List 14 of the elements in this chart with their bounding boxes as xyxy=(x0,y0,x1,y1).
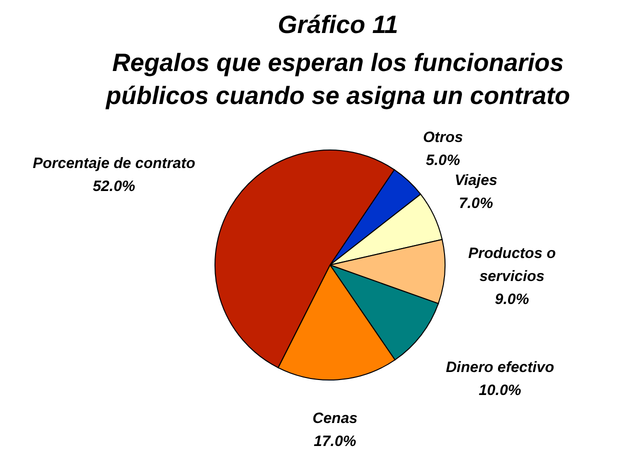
data-label: 7.0% xyxy=(458,195,494,212)
data-label: 10.0% xyxy=(478,382,522,399)
slice-label: Cenas xyxy=(312,410,358,427)
slice-label: Productos o servicios xyxy=(468,245,556,285)
data-label: 17.0% xyxy=(314,433,356,450)
slice-label: Viajes xyxy=(454,172,498,189)
data-label: 52.0% xyxy=(92,178,136,195)
slice-label: Porcentaje de contrato xyxy=(32,155,196,172)
data-label: 9.0% xyxy=(494,291,530,308)
chart-title: Gráfico 11 xyxy=(278,11,398,39)
slice-label: Dinero efectivo xyxy=(446,359,554,376)
chart-subtitle: Regalos que esperan los funcionarios públicos cuando se asigna un contrato xyxy=(105,49,570,110)
slice-label: Otros xyxy=(422,129,464,146)
data-label: 5.0% xyxy=(426,152,460,169)
